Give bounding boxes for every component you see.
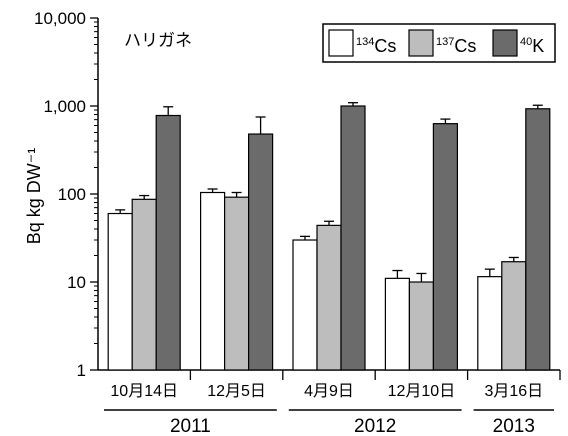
y-tick-label: 1 [77, 361, 86, 380]
axes: 1 10 100 1,000 10,000 10月14日 12月5日 4月9日 12月10日 3月… [34, 9, 561, 436]
legend-label: 134Cs [356, 36, 396, 56]
x-category-label: 3月16日 [484, 383, 543, 400]
bar-137cs [224, 196, 250, 371]
legend-label: 40K [520, 36, 544, 56]
y-tick-label: 10 [67, 273, 86, 292]
x-category-label: 10月14日 [110, 383, 178, 400]
bar-40k [155, 114, 181, 371]
y-tick-label: 100 [58, 185, 86, 204]
bar-137cs [501, 261, 527, 371]
bar-40k [248, 133, 274, 371]
y-tick-label: 1,000 [43, 97, 86, 116]
legend-label: 137Cs [436, 36, 476, 56]
x-category-label: 12月5日 [207, 383, 266, 400]
bar-134cs [107, 212, 133, 371]
bar-134cs [292, 239, 318, 371]
bar-134cs [477, 276, 503, 371]
legend: 134Cs 137Cs 40K [322, 23, 556, 63]
year-label: 2013 [493, 416, 535, 436]
year-label: 2011 [170, 416, 211, 436]
bar-134cs [384, 277, 410, 371]
x-category-label: 4月9日 [304, 383, 354, 400]
bar-137cs [131, 198, 157, 371]
legend-swatch [492, 29, 518, 57]
bar-137cs [408, 281, 434, 371]
y-axis-title: Bq kg DW⁻¹ [24, 148, 44, 245]
bars [107, 102, 551, 371]
y-tick-label: 10,000 [34, 9, 86, 28]
bar-137cs [316, 224, 342, 371]
bar-40k [340, 105, 366, 371]
legend-swatch [328, 29, 354, 57]
chart-title: ハリガネ [124, 31, 192, 50]
bar-134cs [200, 191, 226, 371]
legend-swatch [408, 29, 434, 57]
year-label: 2012 [354, 416, 396, 436]
bar-40k [432, 123, 458, 371]
x-category-label: 12月10日 [388, 383, 456, 400]
bar-40k [525, 108, 551, 371]
